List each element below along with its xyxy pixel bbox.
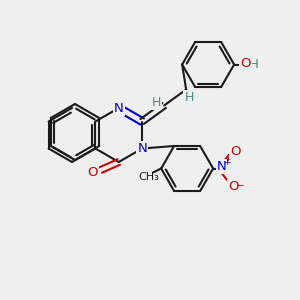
Text: N: N xyxy=(114,101,124,115)
Text: H: H xyxy=(184,91,194,104)
Text: H: H xyxy=(152,96,161,109)
Text: O: O xyxy=(228,180,238,193)
Text: H: H xyxy=(249,58,259,71)
Text: O: O xyxy=(88,167,98,179)
Text: N: N xyxy=(137,142,147,155)
Text: +: + xyxy=(224,158,231,167)
Text: O: O xyxy=(240,57,250,70)
Text: O: O xyxy=(230,145,240,158)
Text: −: − xyxy=(236,182,244,191)
Text: N: N xyxy=(216,160,226,173)
Text: CH₃: CH₃ xyxy=(139,172,160,182)
